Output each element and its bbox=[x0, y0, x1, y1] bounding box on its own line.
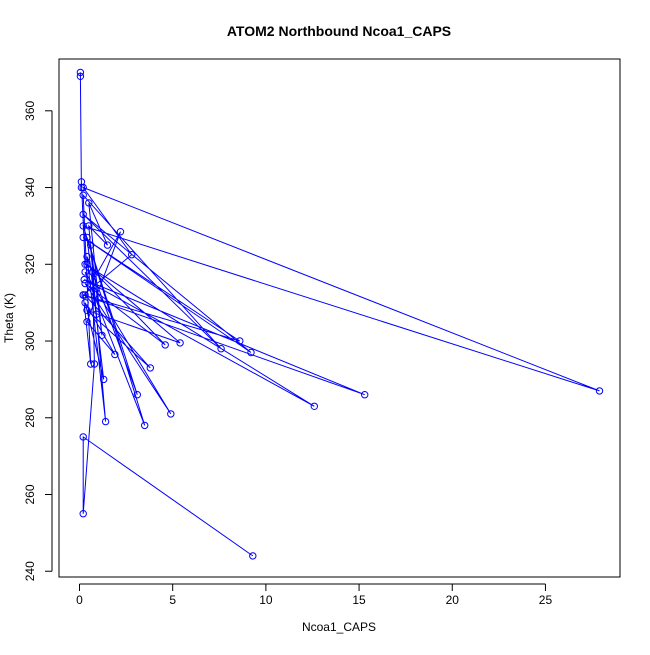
data-point bbox=[247, 348, 255, 357]
data-point bbox=[111, 350, 119, 359]
data-point bbox=[87, 241, 95, 249]
data-point bbox=[85, 199, 93, 207]
data-point bbox=[76, 68, 85, 77]
data-point bbox=[98, 331, 106, 339]
x-tick-label: 15 bbox=[352, 593, 366, 607]
data-point bbox=[83, 233, 91, 242]
data-point bbox=[79, 210, 87, 219]
data-point bbox=[83, 306, 91, 314]
data-point bbox=[103, 241, 112, 249]
x-axis-label: Ncoa1_CAPS bbox=[302, 620, 376, 634]
data-point bbox=[87, 360, 95, 368]
x-tick-label: 0 bbox=[76, 593, 83, 607]
data-point bbox=[141, 421, 149, 430]
data-point bbox=[81, 268, 89, 276]
data-point bbox=[80, 275, 88, 284]
data-point bbox=[310, 402, 318, 410]
data-point bbox=[116, 228, 125, 236]
y-tick-label: 260 bbox=[23, 484, 37, 504]
data-point bbox=[76, 72, 85, 81]
data-point bbox=[167, 410, 175, 418]
data-point bbox=[146, 364, 155, 372]
data-point bbox=[79, 191, 87, 199]
x-tick-label: 25 bbox=[539, 593, 553, 607]
data-point bbox=[81, 291, 89, 299]
x-tick-label: 10 bbox=[259, 593, 273, 607]
data-point bbox=[81, 260, 89, 268]
data-point bbox=[79, 510, 87, 518]
data-point bbox=[176, 339, 184, 347]
y-tick-label: 240 bbox=[23, 561, 37, 581]
data-point bbox=[83, 260, 91, 268]
data-point bbox=[100, 375, 108, 384]
y-axis-label: Theta (K) bbox=[2, 293, 16, 343]
y-tick-label: 360 bbox=[23, 100, 37, 120]
data-point bbox=[249, 552, 257, 560]
y-tick-label: 340 bbox=[23, 177, 37, 197]
x-tick-label: 5 bbox=[169, 593, 176, 607]
data-point bbox=[90, 360, 99, 368]
data-point bbox=[85, 222, 93, 230]
data-point bbox=[81, 279, 89, 288]
series-line bbox=[79, 72, 600, 557]
data-point bbox=[79, 433, 87, 441]
x-axis: 0 5 10 15 20 25 bbox=[76, 583, 553, 607]
data-point bbox=[128, 251, 136, 259]
data-point bbox=[133, 391, 142, 399]
data-point bbox=[236, 337, 244, 345]
data-point bbox=[83, 318, 91, 326]
y-tick-label: 320 bbox=[23, 254, 37, 274]
data-point bbox=[83, 252, 91, 261]
data-point bbox=[79, 183, 87, 192]
x-tick-label: 20 bbox=[446, 593, 460, 607]
y-tick-label: 280 bbox=[23, 407, 37, 427]
data-point bbox=[217, 345, 225, 353]
data-point bbox=[79, 222, 87, 230]
data-point bbox=[81, 299, 89, 307]
data-point bbox=[79, 233, 87, 242]
data-point bbox=[92, 310, 101, 318]
data-point bbox=[101, 417, 110, 426]
y-axis: 240 260 280 300 320 340 360 bbox=[23, 100, 53, 581]
data-point bbox=[161, 341, 169, 349]
data-point bbox=[595, 387, 604, 395]
plot-frame bbox=[58, 58, 621, 578]
data-point bbox=[79, 291, 87, 299]
series-layer bbox=[76, 68, 604, 560]
chart-title: ATOM2 Northbound Ncoa1_CAPS bbox=[227, 23, 451, 39]
data-point bbox=[88, 268, 97, 276]
y-tick-label: 300 bbox=[23, 331, 37, 351]
data-point bbox=[361, 391, 369, 399]
